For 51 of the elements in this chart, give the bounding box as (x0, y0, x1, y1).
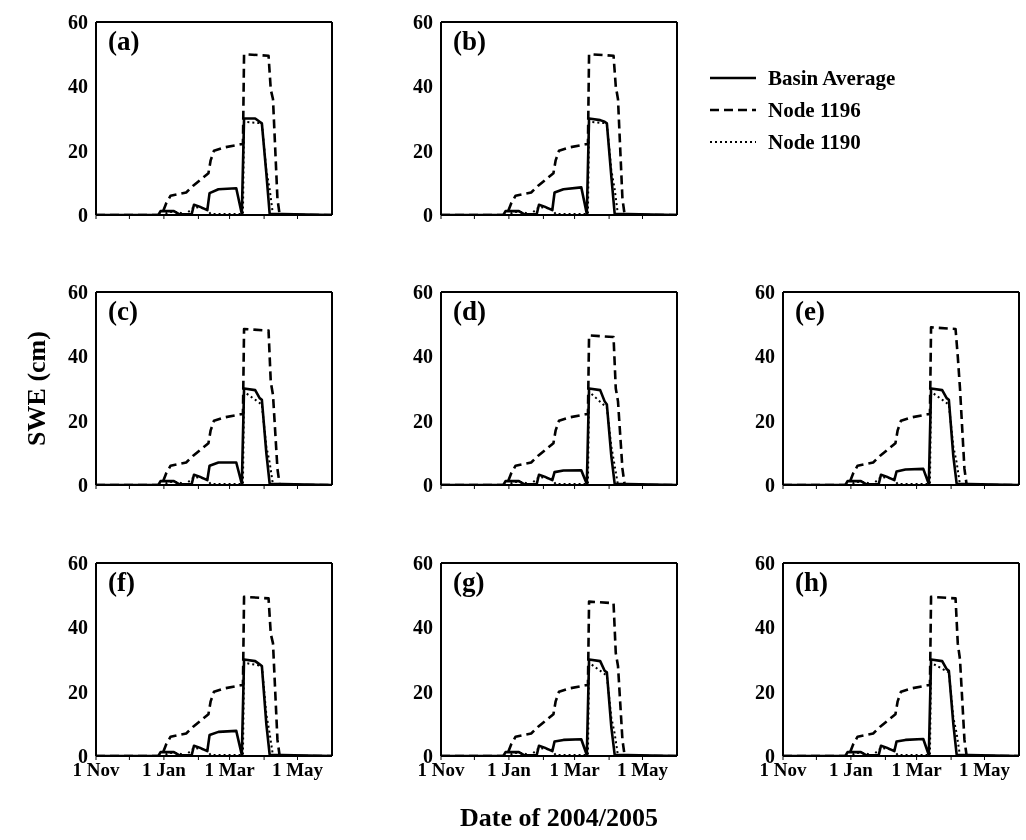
y-tick-label: 40 (68, 345, 88, 368)
y-tick-label: 20 (755, 409, 775, 432)
chart-title: (b) (453, 26, 486, 57)
chart-title: (e) (795, 296, 825, 327)
y-tick-label: 40 (68, 75, 88, 98)
y-tick-label: 60 (413, 281, 433, 304)
chart-title: (g) (453, 567, 485, 598)
y-tick-label: 0 (78, 204, 88, 227)
y-tick-label: 0 (423, 204, 433, 227)
y-tick-label: 40 (755, 616, 775, 639)
chart-title: (h) (795, 567, 828, 598)
x-tick-label: 1 Mar (891, 759, 943, 781)
legend-label: Node 1196 (768, 97, 861, 123)
y-tick-label: 40 (413, 75, 433, 98)
chart-title: (a) (108, 26, 140, 57)
legend-label: Basin Average (768, 65, 896, 91)
y-tick-label: 60 (413, 11, 433, 34)
y-tick-label: 40 (413, 345, 433, 368)
y-tick-label: 20 (68, 139, 88, 162)
y-tick-label: 60 (755, 552, 775, 575)
y-tick-label: 60 (68, 552, 88, 575)
y-tick-label: 40 (755, 345, 775, 368)
y-tick-label: 0 (423, 474, 433, 497)
y-tick-label: 20 (413, 409, 433, 432)
legend-label: Node 1190 (768, 129, 861, 155)
chart-title: (f) (108, 567, 135, 598)
chart-title: (d) (453, 296, 486, 327)
chart-title: (c) (108, 296, 138, 327)
y-tick-label: 0 (78, 474, 88, 497)
y-tick-label: 40 (413, 616, 433, 639)
y-tick-label: 40 (68, 616, 88, 639)
x-tick-label: 1 May (958, 759, 1011, 781)
x-tick-label: 1 May (616, 759, 669, 781)
y-tick-label: 20 (413, 139, 433, 162)
y-tick-label: 20 (413, 680, 433, 703)
x-tick-label: 1 Mar (549, 759, 601, 781)
x-tick-label: 1 Mar (204, 759, 256, 781)
y-tick-label: 60 (68, 11, 88, 34)
y-tick-label: 60 (413, 552, 433, 575)
x-tick-label: 1 Jan (141, 759, 187, 781)
y-tick-label: 20 (755, 680, 775, 703)
x-tick-label: 1 May (271, 759, 324, 781)
x-axis-title: Date of 2004/2005 (460, 803, 658, 832)
y-tick-label: 60 (755, 281, 775, 304)
y-tick-label: 20 (68, 680, 88, 703)
y-tick-label: 20 (68, 409, 88, 432)
y-tick-label: 60 (68, 281, 88, 304)
y-tick-label: 0 (765, 474, 775, 497)
x-tick-label: 1 Jan (486, 759, 532, 781)
y-axis-title: SWE (cm) (22, 331, 52, 446)
x-tick-label: 1 Jan (828, 759, 874, 781)
